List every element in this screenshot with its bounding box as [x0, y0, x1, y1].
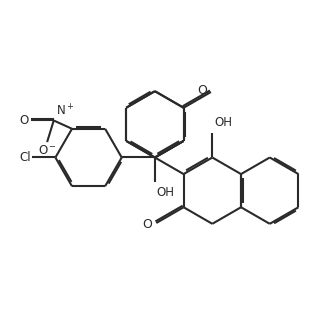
- Text: O$^-$: O$^-$: [38, 144, 57, 157]
- Text: N$^+$: N$^+$: [56, 104, 75, 119]
- Text: Cl: Cl: [19, 151, 31, 164]
- Text: O: O: [20, 114, 29, 127]
- Text: O: O: [142, 218, 152, 231]
- Text: OH: OH: [157, 186, 175, 199]
- Text: OH: OH: [214, 116, 232, 129]
- Text: O: O: [197, 84, 207, 97]
